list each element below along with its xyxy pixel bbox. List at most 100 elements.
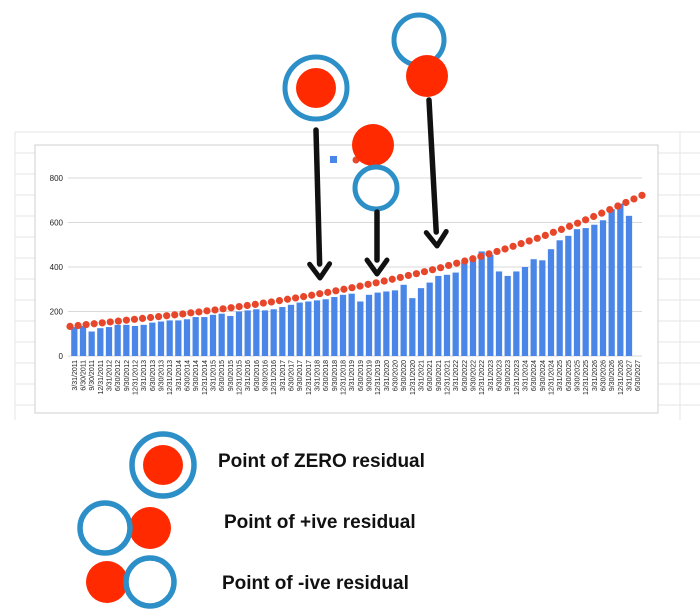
x-tick-label: 3/31/2027 <box>627 360 634 391</box>
trend-point <box>235 303 243 311</box>
bar <box>417 288 425 356</box>
arrow-shaft <box>426 97 439 235</box>
trend-point <box>300 292 308 301</box>
y-tick-label: 600 <box>50 219 64 228</box>
x-tick-label: 9/30/2016 <box>263 360 270 391</box>
x-tick-label: 12/31/2024 <box>549 360 556 395</box>
x-tick-label: 9/30/2019 <box>367 360 374 391</box>
trend-point <box>332 287 340 295</box>
x-tick-label: 3/31/2015 <box>211 360 218 391</box>
key-zero-dot <box>143 445 183 485</box>
trend-point <box>493 247 501 256</box>
x-tick-label: 3/31/2022 <box>453 360 460 391</box>
trend-point <box>348 284 356 292</box>
bar <box>357 301 364 356</box>
bar <box>157 321 165 356</box>
bar <box>348 293 355 356</box>
x-tick-label: 9/30/2025 <box>575 360 582 391</box>
trend-point <box>565 222 574 230</box>
x-tick-label: 9/30/2026 <box>609 360 616 391</box>
trend-point <box>445 261 453 270</box>
bar <box>469 260 477 356</box>
bar <box>374 292 381 356</box>
bar <box>218 313 225 356</box>
trend-point <box>509 242 517 250</box>
trend-point <box>259 299 267 307</box>
x-tick-label: 12/31/2017 <box>306 360 313 395</box>
zero-residual-ring <box>282 54 350 122</box>
bar <box>183 319 191 356</box>
negative-residual-dot <box>352 124 394 166</box>
arrow-head <box>307 261 333 281</box>
x-tick-label: 6/30/2012 <box>115 360 122 391</box>
arrow-head <box>364 257 390 277</box>
arrow-head <box>423 228 449 249</box>
x-tick-label: 3/31/2012 <box>107 360 114 391</box>
x-tick-label: 12/31/2018 <box>341 360 348 395</box>
trend-point <box>219 305 227 313</box>
x-tick-label: 6/30/2015 <box>219 360 226 391</box>
bar <box>383 291 390 356</box>
bar <box>209 314 217 356</box>
x-tick-label: 9/30/2015 <box>228 360 235 391</box>
trend-point <box>275 296 284 305</box>
y-tick-label: 400 <box>50 263 64 272</box>
trend-point <box>227 304 235 312</box>
bar <box>175 320 182 356</box>
legend-bar-swatch <box>330 156 337 163</box>
bar <box>79 325 87 356</box>
x-tick-label: 6/30/2025 <box>566 360 573 391</box>
trend-point <box>412 270 421 278</box>
arrow-shaft <box>313 127 323 267</box>
x-tick-label: 3/31/2021 <box>419 360 426 391</box>
bar <box>530 259 537 356</box>
trend-point <box>340 285 348 293</box>
bar <box>296 302 303 356</box>
x-tick-label: 9/30/2022 <box>471 360 478 391</box>
positive-residual-dot <box>406 55 448 97</box>
bar <box>166 320 173 356</box>
positive-residual-label: Point of +ive residual <box>224 512 416 533</box>
x-tick-label: 6/30/2014 <box>185 360 192 391</box>
x-tick-label: 6/30/2011 <box>81 360 88 391</box>
y-tick-label: 800 <box>50 174 64 183</box>
bar <box>253 309 260 356</box>
x-tick-label: 9/30/2021 <box>436 360 443 391</box>
bar <box>235 311 243 356</box>
negative-residual-label: Point of -ive residual <box>222 573 409 594</box>
positive-residual-arrow <box>423 97 449 249</box>
trend-point <box>155 313 163 321</box>
bar <box>201 317 208 356</box>
trend-point <box>130 315 139 323</box>
trend-point <box>380 277 388 285</box>
x-tick-label: 9/30/2011 <box>89 360 96 391</box>
x-tick-label: 3/31/2013 <box>141 360 148 391</box>
key-positive-dot <box>129 507 171 549</box>
bar <box>270 309 277 356</box>
bar <box>140 324 147 356</box>
bar <box>608 209 615 356</box>
trend-point <box>356 282 364 290</box>
bar <box>192 317 199 356</box>
trend-point <box>82 321 90 329</box>
x-tick-label: 12/31/2023 <box>514 360 521 395</box>
x-tick-label: 6/30/2018 <box>323 360 330 391</box>
x-tick-label: 12/31/2012 <box>133 360 140 395</box>
bar <box>573 229 581 356</box>
trend-point <box>606 205 614 214</box>
trend-point <box>404 271 412 280</box>
bar <box>123 324 130 356</box>
bar <box>97 328 104 356</box>
x-tick-label: 3/31/2026 <box>592 360 599 391</box>
trend-point <box>614 202 622 210</box>
bar <box>521 267 529 356</box>
x-tick-label: 12/31/2019 <box>375 360 382 395</box>
bar <box>365 294 373 356</box>
trend-point <box>291 294 300 302</box>
bar <box>322 299 329 356</box>
key-negative-ring <box>123 555 177 609</box>
bar <box>71 327 78 356</box>
bar <box>599 220 607 356</box>
x-tick-label: 12/31/2016 <box>271 360 278 395</box>
bar <box>391 290 399 356</box>
